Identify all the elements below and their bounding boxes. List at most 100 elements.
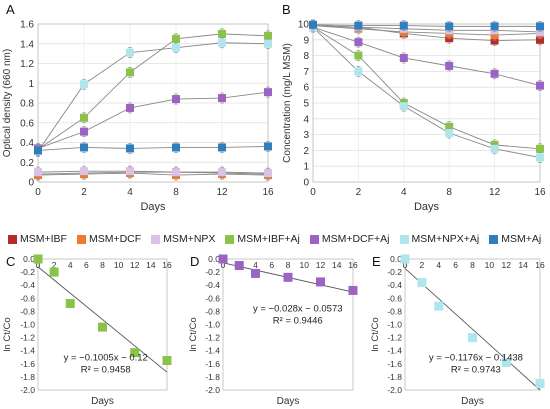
panel-letter: D [190, 254, 199, 269]
plot-frame [37, 23, 269, 183]
legend-swatch [76, 234, 86, 244]
data-point [445, 122, 454, 131]
data-point [172, 34, 180, 43]
x-tick-label: 8 [446, 187, 452, 198]
plot-frame [222, 258, 354, 391]
legend-swatch [151, 234, 161, 244]
y-tick-label: -2.0 [387, 385, 402, 395]
data-point [49, 267, 59, 277]
y-tick-label: -1.0 [20, 320, 35, 330]
y-tick-label: 1.2 [20, 59, 34, 70]
x-axis-label: Days [140, 201, 166, 213]
series-msm-ibf-aj [309, 21, 544, 155]
y-tick-label: -1.2 [387, 333, 402, 343]
x-tick-label: 12 [502, 260, 512, 270]
legend-item-msm-ibf-aj: MSM+IBF+Aj [225, 233, 300, 245]
fit-equation: y = −0.1176x − 0.1438 [429, 353, 523, 364]
data-point [535, 378, 545, 388]
data-point [399, 102, 408, 111]
x-tick-label: 6 [269, 260, 274, 270]
panel-c: 0.0 -0.2 -0.4 -0.6 -0.8 -1.0 -1.2 -1.4 -1.6 -1.8 -… [2, 254, 172, 407]
data-point [234, 261, 244, 271]
data-point [126, 103, 134, 112]
x-tick-label: 12 [489, 187, 501, 198]
data-point [98, 322, 107, 332]
legend-item-msm-dcf-aj: MSM+DCF+Aj [309, 233, 390, 245]
y-tick-label: 1 [28, 79, 34, 90]
x-tick-label: 4 [68, 260, 73, 270]
x-tick-label: 0 [221, 260, 226, 270]
x-tick-label: 16 [262, 187, 274, 198]
legend-swatch [489, 234, 499, 244]
data-point [445, 129, 454, 138]
series-line [37, 42, 269, 152]
series-line [312, 26, 541, 150]
legend-label: MSM+DCF [88, 233, 142, 245]
data-point [445, 61, 454, 70]
data-point [501, 357, 511, 367]
series-line [37, 91, 269, 149]
series-msm-dcf [34, 167, 272, 181]
y-tick-label: -1.2 [205, 333, 220, 343]
x-tick-label: 12 [216, 187, 228, 198]
trend-line [404, 268, 541, 391]
x-tick-label: 14 [332, 260, 342, 270]
data-point [309, 20, 317, 29]
x-tick-label: 6 [84, 260, 89, 270]
y-tick-label: 0 [28, 178, 34, 189]
legend-label: MSM+IBF+Aj [237, 233, 300, 245]
x-tick-label: 2 [420, 260, 425, 270]
y-tick-label: 0.8 [20, 99, 34, 110]
panel-d: 0.0 -0.2 -0.4 -0.6 -0.8 -1.0 -1.2 -1.4 -1.6 -1.8 -… [188, 254, 358, 407]
series-line [312, 25, 541, 36]
series-line [37, 170, 269, 174]
y-tick-label: -0.6 [205, 293, 220, 303]
y-tick-label: -0.4 [205, 280, 220, 290]
y-tick-label: -1.8 [205, 372, 220, 382]
data-point [417, 278, 427, 288]
fit-r-squared: R² = 0.9743 [451, 365, 501, 376]
data-point [33, 254, 43, 264]
data-point [399, 53, 408, 62]
x-tick-label: 16 [162, 260, 172, 270]
y-tick-label: -1.6 [387, 359, 402, 369]
y-tick-label: -0.4 [20, 280, 35, 290]
x-tick-label: 16 [535, 260, 545, 270]
data-point [80, 113, 88, 122]
y-tick-label: 0.2 [20, 158, 34, 169]
x-tick-label: 0 [35, 187, 41, 198]
data-point [536, 81, 544, 90]
legend-item-msm-npx-aj: MSM+NPX+Aj [399, 233, 479, 245]
y-tick-label: 9 [303, 35, 309, 46]
x-tick-label: 8 [470, 260, 475, 270]
fit-equation: y = −0.028x − 0.0573 [253, 303, 343, 314]
panel-letter: A [6, 2, 15, 17]
panel-letter: B [282, 2, 291, 17]
series-line [312, 24, 540, 27]
data-point [490, 144, 499, 153]
legend-item-msm-ibf: MSM+IBF [8, 233, 67, 245]
y-axis-label: Optical density (660 nm) [2, 49, 13, 157]
y-tick-label: -1.8 [387, 372, 402, 382]
y-tick-label: -1.6 [205, 359, 220, 369]
data-point [354, 67, 363, 76]
data-point [348, 285, 358, 295]
series-line [37, 171, 269, 175]
series-msm-ibf-aj [34, 28, 272, 155]
y-tick-label: 3 [303, 130, 309, 141]
x-axis-label: Days [461, 396, 484, 407]
data-point [468, 333, 477, 343]
data-point [264, 142, 272, 151]
data-point [445, 22, 454, 31]
data-point [126, 48, 134, 57]
y-tick-label: -1.4 [387, 346, 402, 356]
x-axis-label: Days [91, 396, 114, 407]
legend-label: MSM+Aj [501, 233, 542, 245]
series-msm-npx [34, 165, 272, 179]
x-tick-label: 0 [403, 260, 408, 270]
data-point [126, 144, 134, 153]
y-tick-label: -0.4 [387, 280, 402, 290]
y-axis-label: ln Ct/Co [370, 317, 381, 351]
x-tick-label: 10 [300, 260, 310, 270]
